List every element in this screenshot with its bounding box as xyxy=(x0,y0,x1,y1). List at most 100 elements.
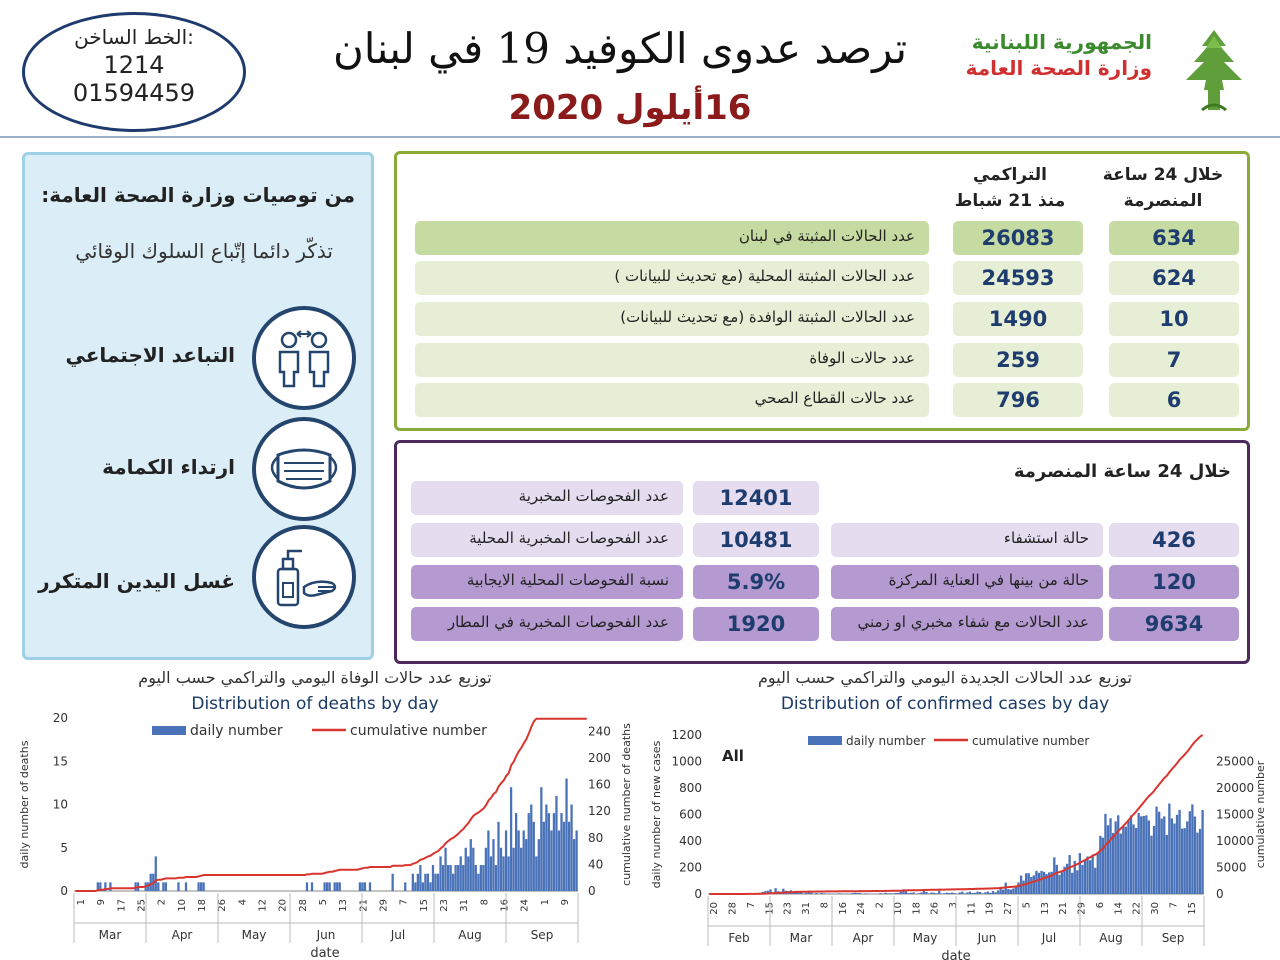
daily-bar xyxy=(562,821,566,891)
daily-bar xyxy=(479,865,482,891)
daily-bar xyxy=(1012,888,1015,894)
x-tick-label: 23 xyxy=(439,899,450,912)
month-label: Jul xyxy=(1041,931,1056,945)
daily-bar xyxy=(1127,820,1130,894)
last24-box: خلال 24 ساعة المنصرمة عدد الفحوصات المخب… xyxy=(394,440,1250,664)
daily-bar xyxy=(177,882,180,891)
daily-bar xyxy=(991,891,995,894)
daily-bar xyxy=(1104,813,1107,894)
month-label: Mar xyxy=(790,931,813,945)
x-tick-label: 2 xyxy=(875,902,886,908)
test-row-label: عدد الفحوصات المخبرية xyxy=(411,481,683,515)
daily-bar xyxy=(134,882,137,891)
daily-bar xyxy=(1201,810,1204,894)
daily-bar xyxy=(1101,837,1105,894)
x-tick-label: 31 xyxy=(459,899,470,912)
daily-bar xyxy=(1017,882,1020,894)
daily-bar xyxy=(474,865,477,891)
daily-bar xyxy=(542,821,545,891)
x-tick-label: 31 xyxy=(801,902,812,915)
daily-bar xyxy=(1160,818,1163,894)
daily-bar xyxy=(202,882,205,891)
daily-bar xyxy=(441,865,445,891)
daily-bar xyxy=(429,882,432,891)
summary-cumulative-value: 24593 xyxy=(953,261,1083,295)
hotline-badge: الخط الساخن: 1214 01594459 xyxy=(22,12,246,132)
daily-bar xyxy=(858,892,862,894)
daily-bar xyxy=(1119,833,1122,894)
month-label: Apr xyxy=(172,928,193,942)
daily-bar xyxy=(1145,815,1148,894)
daily-bar xyxy=(1186,821,1189,894)
daily-bar xyxy=(1058,874,1061,894)
x-tick-label: 14 xyxy=(1113,902,1124,915)
x-tick-label: 22 xyxy=(1132,902,1143,915)
daily-bar xyxy=(989,892,992,894)
daily-bar xyxy=(570,804,573,891)
daily-bar xyxy=(1009,889,1012,894)
daily-bar xyxy=(881,893,885,894)
x-tick-label: 28 xyxy=(728,902,739,915)
x-tick-label: 7 xyxy=(746,902,757,908)
daily-bar xyxy=(363,882,367,891)
daily-bar xyxy=(557,830,561,891)
x-tick-label: 21 xyxy=(358,899,369,912)
x-tick-label: 29 xyxy=(378,899,389,912)
daily-bar xyxy=(986,891,989,894)
legend-cumulative-label: cumulative number xyxy=(350,723,487,739)
daily-bar xyxy=(1165,834,1168,894)
daily-bar xyxy=(449,865,452,891)
month-label: May xyxy=(242,928,267,942)
summary-24h-value: 634 xyxy=(1109,221,1239,255)
daily-bar xyxy=(909,892,913,894)
daily-bar xyxy=(1073,860,1076,895)
daily-bar xyxy=(104,882,107,891)
x-tick-label: 16 xyxy=(838,902,849,915)
hospital-row-label: حالة استشفاء xyxy=(831,523,1103,557)
summary-24h-value: 6 xyxy=(1109,383,1239,417)
col-header-cum-line2: منذ 21 شباط xyxy=(954,191,1066,211)
x-tick-label: 24 xyxy=(520,899,531,912)
cases-chart: 0 200 400 600 800 1000 1200 0 5000 10000 15000 2000… xyxy=(650,728,1267,960)
daily-bar xyxy=(537,839,540,891)
x-tick-label: 18 xyxy=(911,902,922,915)
hospital-row-label: عدد الحالات مع شفاء مخبري او زمني xyxy=(831,607,1103,641)
hotline-number-1: 1214 xyxy=(103,51,165,79)
daily-bar xyxy=(484,847,488,891)
daily-bar xyxy=(1183,828,1186,894)
daily-bar xyxy=(1111,832,1115,894)
y2-tick-label: 120 xyxy=(588,804,611,818)
daily-bar xyxy=(452,873,455,891)
daily-bar xyxy=(769,889,772,894)
daily-bar xyxy=(530,804,533,891)
daily-bar xyxy=(866,893,869,894)
month-label: Jun xyxy=(316,928,336,942)
y2-tick-label: 5000 xyxy=(1216,861,1247,875)
daily-bar xyxy=(487,830,490,891)
summary-row-label: عدد الحالات المثبتة في لبنان xyxy=(415,221,929,255)
daily-bar xyxy=(547,813,551,891)
legend-cumulative-label: cumulative number xyxy=(972,734,1089,748)
daily-bar xyxy=(907,893,910,894)
daily-bar xyxy=(545,804,548,891)
y2-tick-label: 160 xyxy=(588,778,611,792)
daily-bar xyxy=(930,892,933,894)
y-tick-label: 0 xyxy=(60,884,68,898)
daily-bar xyxy=(499,847,503,891)
summary-cumulative-value: 796 xyxy=(953,383,1083,417)
daily-bar xyxy=(532,821,535,891)
daily-bar xyxy=(1022,880,1025,894)
x-tick-label: 5 xyxy=(318,899,329,905)
face-mask-icon xyxy=(252,417,356,521)
daily-bar xyxy=(927,893,931,894)
daily-bar xyxy=(782,888,785,894)
daily-bar xyxy=(540,787,543,891)
month-label: Jun xyxy=(977,931,997,945)
test-row-value: 1920 xyxy=(693,607,819,641)
daily-bar xyxy=(938,890,941,894)
daily-bar xyxy=(968,891,972,894)
daily-bar xyxy=(1099,835,1102,894)
daily-bar xyxy=(1035,870,1038,894)
daily-bar xyxy=(436,873,440,891)
y-tick-label: 1200 xyxy=(671,728,702,742)
